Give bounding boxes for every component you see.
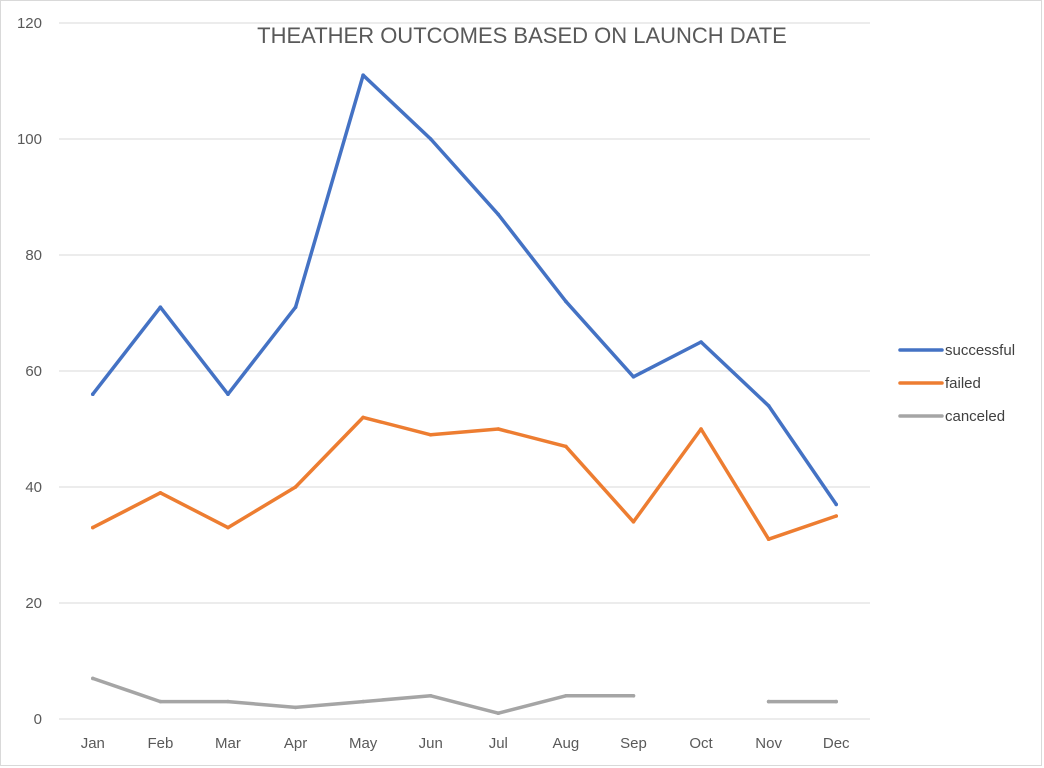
data-point-canceled xyxy=(361,699,365,704)
series-line-failed xyxy=(91,415,838,541)
x-tick-label: Oct xyxy=(689,735,713,752)
data-point-failed xyxy=(564,444,568,449)
data-point-successful xyxy=(766,404,771,408)
y-tick-label: 100 xyxy=(17,131,42,148)
x-tick-label: May xyxy=(349,735,378,752)
data-point-canceled xyxy=(631,694,636,698)
x-tick-label: Sep xyxy=(620,735,647,752)
data-point-failed xyxy=(428,433,433,437)
data-point-successful xyxy=(361,73,365,77)
x-tick-label: Jun xyxy=(419,735,443,752)
data-point-failed xyxy=(496,427,501,431)
y-tick-label: 20 xyxy=(25,595,42,612)
x-tick-label: Jul xyxy=(489,735,508,752)
data-point-failed xyxy=(158,491,163,495)
legend-label-successful: successful xyxy=(945,342,1015,359)
y-tick-label: 80 xyxy=(25,247,42,264)
data-point-canceled xyxy=(496,711,501,715)
data-point-canceled xyxy=(90,676,95,681)
data-point-successful xyxy=(699,340,703,344)
data-point-failed xyxy=(361,415,365,420)
series-line-canceled-1 xyxy=(91,676,636,715)
x-tick-label: Feb xyxy=(147,735,173,752)
data-point-successful xyxy=(631,375,636,379)
chart-title: THEATHER OUTCOMES BASED ON LAUNCH DATE xyxy=(257,23,787,48)
x-tick-label: Dec xyxy=(823,735,850,752)
series-lines xyxy=(90,73,839,715)
y-tick-label: 0 xyxy=(34,711,42,728)
x-tick-label: Apr xyxy=(284,735,307,752)
data-point-failed xyxy=(834,514,839,518)
data-point-canceled xyxy=(226,699,230,704)
data-point-successful xyxy=(158,305,163,310)
data-point-canceled xyxy=(834,699,839,704)
data-point-successful xyxy=(293,305,298,310)
data-point-failed xyxy=(226,525,230,530)
data-point-successful xyxy=(428,137,433,141)
data-point-successful xyxy=(496,212,501,217)
y-tick-label: 40 xyxy=(25,479,42,496)
data-point-canceled xyxy=(766,699,771,704)
data-point-failed xyxy=(766,537,771,541)
legend-label-canceled: canceled xyxy=(945,408,1005,425)
x-tick-label: Aug xyxy=(553,735,580,752)
data-point-failed xyxy=(90,525,95,530)
data-point-failed xyxy=(631,520,636,524)
y-tick-label: 60 xyxy=(25,363,42,380)
data-point-successful xyxy=(226,392,230,397)
legend: successful failed canceled xyxy=(898,342,1015,425)
legend-label-failed: failed xyxy=(945,375,981,392)
y-tick-label: 120 xyxy=(17,15,42,32)
x-axis-ticks: Jan Feb Mar Apr May Jun Jul Aug Sep Oct Nov Dec xyxy=(81,735,850,752)
data-point-canceled xyxy=(428,694,433,698)
data-point-successful xyxy=(90,392,95,397)
series-line-successful xyxy=(91,73,838,507)
data-point-canceled xyxy=(293,705,298,710)
data-point-failed xyxy=(293,485,298,489)
data-point-successful xyxy=(564,299,568,304)
data-point-successful xyxy=(834,502,839,507)
x-tick-label: Mar xyxy=(215,735,241,752)
data-point-failed xyxy=(699,427,703,431)
data-point-canceled xyxy=(158,699,163,704)
gridlines xyxy=(59,22,870,720)
data-point-canceled xyxy=(564,694,568,698)
x-tick-label: Jan xyxy=(81,735,105,752)
y-axis-ticks: 0 20 40 60 80 100 120 xyxy=(17,15,42,728)
x-tick-label: Nov xyxy=(755,735,782,752)
